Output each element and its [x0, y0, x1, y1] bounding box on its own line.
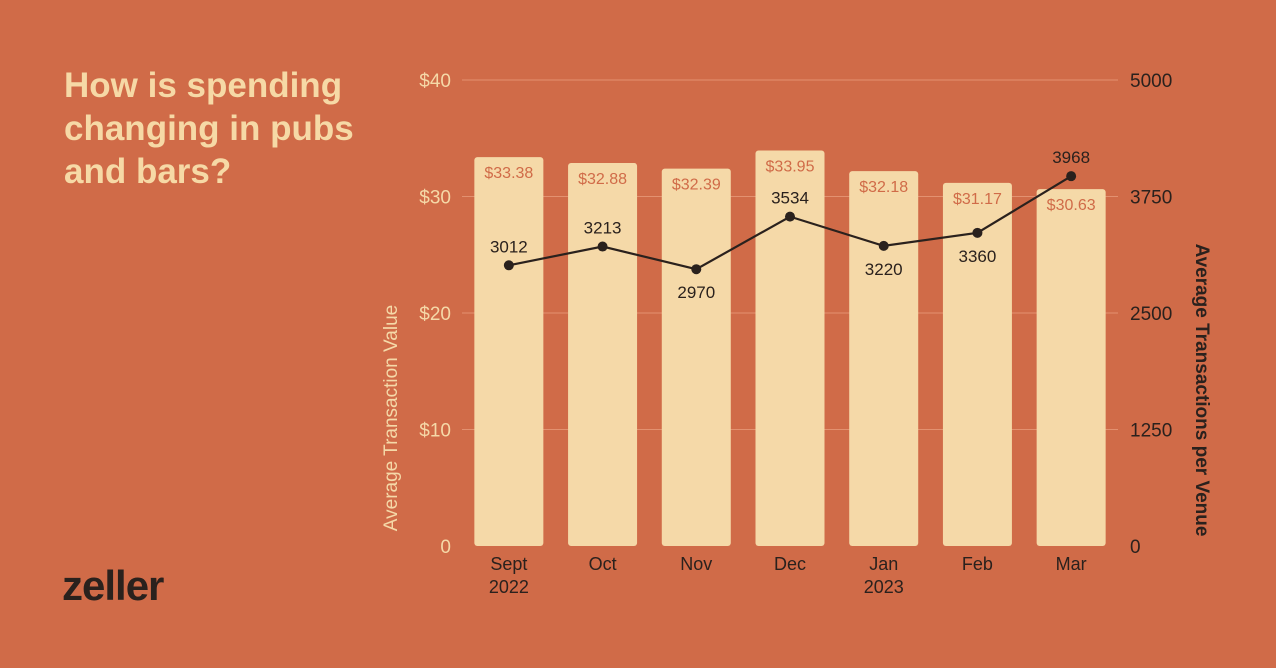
x-tick-label: Sept	[490, 554, 527, 574]
line-value-label: 3360	[959, 247, 997, 266]
left-tick-label: 0	[440, 537, 451, 558]
bar	[755, 150, 825, 547]
line-point	[785, 211, 795, 222]
chart-title: How is spending changing in pubs and bar…	[64, 66, 354, 191]
bar	[474, 157, 544, 547]
transactions-line	[503, 171, 1077, 275]
line-point	[878, 240, 889, 251]
line-value-label: 2970	[677, 283, 715, 302]
x-tick-label: Feb	[962, 554, 993, 574]
line-value-label: 3213	[584, 219, 622, 238]
right-tick-label: 5000	[1130, 71, 1172, 92]
line-value-label: 3534	[771, 189, 809, 208]
bar-value-labels: $33.38 $32.88 $32.39 $33.95 $32.18 $31.17 $30.…	[484, 158, 1095, 214]
bar-value-label: $32.39	[672, 177, 721, 194]
x-tick-label: Dec	[774, 554, 806, 574]
x-tick-label: Mar	[1056, 554, 1087, 574]
right-tick-label: 2500	[1130, 304, 1172, 325]
bar-value-label: $33.95	[766, 158, 815, 175]
bar	[942, 182, 1012, 546]
line-value-label: 3968	[1052, 148, 1090, 167]
left-axis-title: Average Transaction Value	[381, 305, 402, 531]
x-tick-label: 2022	[489, 577, 529, 597]
line-point	[691, 264, 702, 275]
x-tick-label: Nov	[680, 554, 712, 574]
bar-value-label: $31.17	[953, 191, 1002, 208]
right-axis-title: Average Transactions per Venue	[1191, 244, 1212, 537]
left-tick-label: $20	[419, 304, 451, 325]
line-point	[597, 241, 608, 252]
line-point	[503, 260, 514, 271]
bar	[1036, 189, 1106, 546]
bar	[849, 171, 919, 546]
x-tick-label: Jan	[869, 554, 898, 574]
line-value-label: 3220	[865, 260, 903, 279]
line-value-label: 3012	[490, 237, 528, 256]
right-tick-label: 3750	[1130, 188, 1172, 209]
x-tick-label: Oct	[589, 554, 617, 574]
line-point	[1066, 171, 1077, 182]
line-point	[972, 227, 983, 238]
bar-value-label: $30.63	[1047, 197, 1096, 214]
bars	[474, 150, 1106, 547]
right-tick-label: 0	[1130, 537, 1141, 558]
bar	[568, 162, 638, 546]
line-value-labels: 3012 3213 2970 3534 3220 3360 3968	[490, 148, 1090, 302]
bar-value-label: $32.88	[578, 171, 627, 188]
bar-value-label: $32.18	[859, 179, 908, 196]
left-tick-label: $30	[419, 188, 451, 209]
left-tick-label: $10	[419, 421, 451, 442]
right-tick-label: 1250	[1130, 421, 1172, 442]
left-tick-label: $40	[419, 71, 451, 92]
bar-value-label: $33.38	[484, 165, 533, 182]
bar	[661, 168, 731, 546]
zeller-logo: zeller	[62, 562, 164, 609]
x-tick-label: 2023	[864, 577, 904, 597]
axes: 0 $10 $20 $30 $40 0 1250 2500 3750 5000 Sept 2022 Oc…	[381, 71, 1212, 597]
